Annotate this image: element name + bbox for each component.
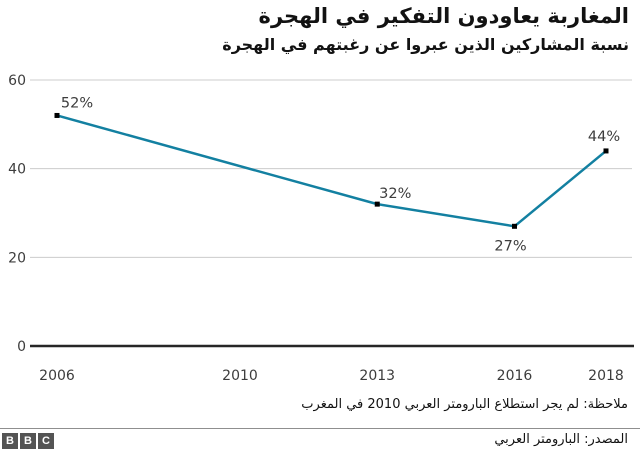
chart-footnote: ملاحظة: لم يجر استطلاع البارومتر العربي … (301, 397, 628, 412)
bbc-logo: B B C (2, 433, 54, 449)
data-point-2006 (54, 112, 60, 118)
y-tick-label-40: 40 (8, 162, 26, 178)
x-tick-label-2010: 2010 (222, 368, 258, 384)
data-line (56, 114, 607, 228)
data-point-label-2018: 44% (588, 129, 620, 145)
data-point-label-2016: 27% (494, 238, 526, 254)
x-tick-label-2013: 2013 (359, 368, 395, 384)
x-tick-label-2018: 2018 (588, 368, 624, 384)
x-tick-label-2006: 2006 (39, 368, 75, 384)
source-label: المصدر: البارومتر العربي (494, 432, 628, 447)
footer-divider (0, 428, 640, 429)
chart-title: المغاربة يعاودون التفكير في الهجرة (258, 4, 629, 28)
data-point-2013 (374, 201, 380, 207)
y-tick-label-20: 20 (8, 250, 26, 266)
x-tick-label-2016: 2016 (497, 368, 533, 384)
data-point-2018 (603, 148, 609, 154)
data-point-label-2013: 32% (379, 186, 411, 202)
data-point-label-2006: 52% (61, 95, 93, 111)
bbc-logo-letter-c: C (38, 433, 54, 449)
y-tick-label-0: 0 (17, 339, 26, 355)
bbc-logo-letter-b2: B (20, 433, 36, 449)
data-point-2016 (512, 223, 517, 229)
bbc-logo-letter-b1: B (2, 433, 18, 449)
chart-subtitle: نسبة المشاركين الذين عبروا عن رغبتهم في … (222, 35, 629, 54)
y-tick-label-60: 60 (8, 73, 26, 89)
